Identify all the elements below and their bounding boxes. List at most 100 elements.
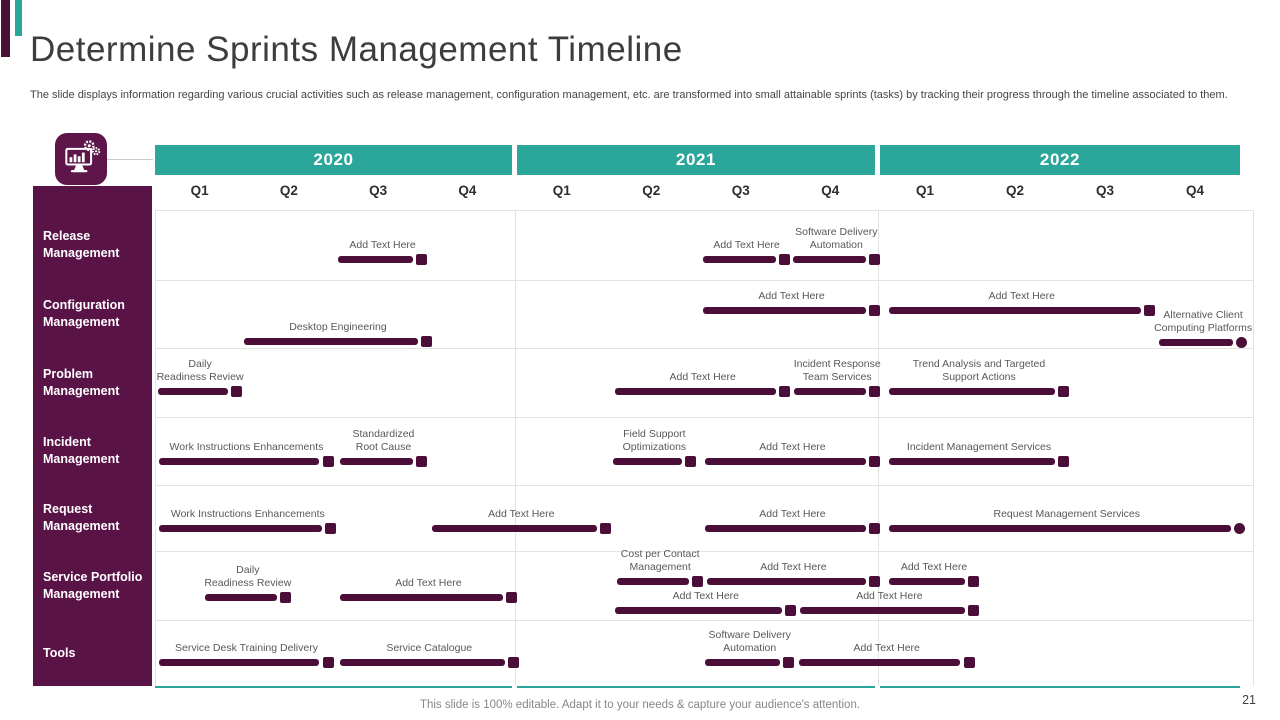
quarter-label-2020-Q1: Q1	[190, 182, 209, 198]
row-label-1: Configuration Management	[43, 298, 125, 329]
task-marker-square	[968, 605, 979, 616]
quarter-label-2022-Q2: Q2	[1005, 182, 1024, 198]
task-label: Add Text Here	[988, 290, 1055, 303]
task-marker-square	[869, 576, 880, 587]
row-label-6: Tools	[43, 645, 76, 660]
task-marker-circle	[1236, 337, 1248, 348]
task-bar	[204, 594, 277, 601]
task-label: Add Text Here	[395, 577, 462, 590]
task-label: Work Instructions Enhancements	[169, 441, 324, 454]
task-marker-square	[869, 305, 880, 316]
row-label-3: Incident Management	[43, 435, 120, 466]
task-bar	[889, 525, 1231, 532]
task-label: Add Text Here	[758, 290, 825, 303]
accent-bar-purple	[1, 0, 10, 57]
task-bar	[799, 607, 965, 614]
quarter-label-2021-Q1: Q1	[552, 182, 571, 198]
task-marker-square	[785, 605, 797, 616]
quarter-label-2020-Q2: Q2	[279, 182, 298, 198]
task-label: Add Text Here	[900, 561, 968, 574]
task-label: Daily Readiness Review	[156, 358, 244, 384]
grid-line-horizontal	[155, 348, 1253, 349]
task-bar	[339, 594, 503, 601]
timeline-baseline	[880, 686, 1240, 688]
task-marker-square	[420, 336, 432, 347]
task-label: Add Text Here	[349, 239, 416, 252]
task-marker-square	[507, 657, 519, 668]
quarter-label-2022-Q4: Q4	[1185, 182, 1204, 198]
task-label: Request Management Services	[993, 508, 1141, 521]
task-marker-square	[869, 254, 880, 265]
year-header-2022: 2022	[880, 145, 1240, 175]
grid-line-vertical	[877, 210, 879, 686]
task-marker-square	[416, 254, 428, 265]
page-number: 21	[1242, 693, 1256, 707]
grid-line-horizontal	[155, 485, 1253, 486]
task-marker-square	[599, 523, 611, 534]
task-marker-square	[325, 523, 337, 534]
task-label: Daily Readiness Review	[204, 564, 292, 590]
task-bar	[889, 458, 1055, 465]
task-label: Desktop Engineering	[289, 321, 387, 334]
task-bar	[244, 338, 418, 345]
task-label: Service Catalogue	[386, 642, 473, 655]
timeline-baseline	[517, 686, 875, 688]
task-label: Add Text Here	[669, 371, 736, 384]
task-marker-square	[322, 657, 334, 668]
task-marker-square	[869, 386, 880, 397]
grid-line-horizontal	[155, 210, 1253, 211]
task-bar	[706, 578, 866, 585]
task-marker-square	[685, 456, 696, 467]
quarter-label-2021-Q4: Q4	[821, 182, 840, 198]
task-bar	[615, 607, 783, 614]
year-header-2021: 2021	[517, 145, 875, 175]
task-bar	[889, 307, 1141, 314]
grid-line-vertical	[514, 210, 516, 686]
task-label: Add Text Here	[853, 642, 920, 655]
task-label: Add Text Here	[672, 590, 739, 603]
task-label: Field Support Optimizations	[622, 428, 687, 454]
task-bar	[798, 659, 961, 666]
quarter-label-2020-Q4: Q4	[458, 182, 477, 198]
task-bar	[159, 525, 323, 532]
task-label: Work Instructions Enhancements	[170, 508, 325, 521]
task-bar	[703, 307, 866, 314]
task-bar	[339, 458, 414, 465]
task-marker-square	[1058, 456, 1069, 467]
grid-line-horizontal	[155, 551, 1253, 552]
task-label: Alternative Client Computing Platforms	[1154, 309, 1253, 335]
task-bar	[617, 578, 690, 585]
task-bar	[159, 458, 320, 465]
task-label: Add Text Here	[759, 441, 826, 454]
footer-note: This slide is 100% editable. Adapt it to…	[419, 699, 861, 711]
row-label-4: Request Management	[43, 502, 120, 533]
slide-description: The slide displays information regarding…	[30, 89, 1228, 101]
icon-connector-line	[107, 159, 153, 160]
row-label-0: Release Management	[43, 229, 120, 260]
task-marker-square	[869, 523, 880, 534]
task-bar	[794, 388, 866, 395]
task-marker-circle	[1233, 523, 1245, 534]
task-bar	[889, 388, 1055, 395]
task-label: Trend Analysis and Targeted Support Acti…	[912, 358, 1046, 384]
task-marker-square	[231, 386, 243, 397]
task-bar	[337, 256, 414, 263]
task-label: Software Delivery Automation	[708, 629, 791, 655]
task-marker-square	[963, 657, 975, 668]
task-bar	[159, 659, 320, 666]
task-marker-square	[1058, 386, 1069, 397]
task-bar	[615, 388, 776, 395]
row-label-sidebar	[33, 186, 152, 686]
task-marker-square	[968, 576, 979, 587]
grid-line-horizontal	[155, 620, 1253, 621]
year-header-2020: 2020	[155, 145, 512, 175]
task-label: Incident Response Team Services	[793, 358, 881, 384]
task-bar	[1159, 339, 1234, 346]
task-label: Software Delivery Automation	[795, 226, 878, 252]
task-bar	[704, 458, 866, 465]
row-label-2: Problem Management	[43, 366, 120, 398]
task-label: Add Text Here	[856, 590, 923, 603]
task-bar	[704, 659, 781, 666]
